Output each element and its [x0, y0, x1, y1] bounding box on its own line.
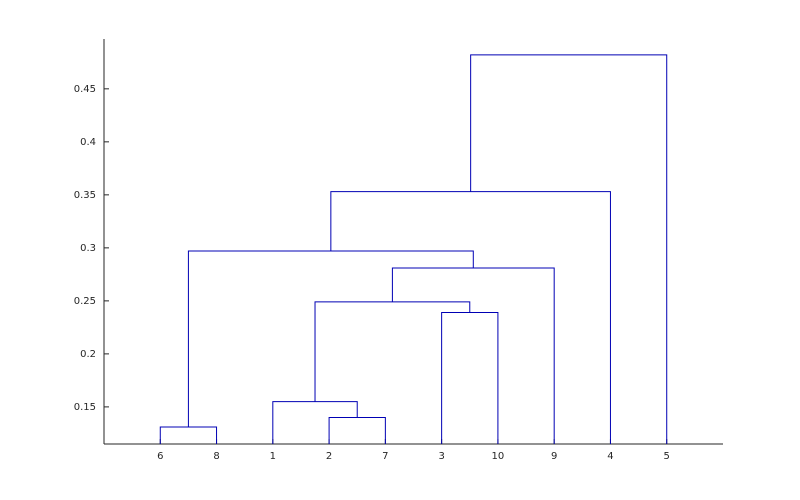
x-tick-label: 2 — [326, 451, 332, 462]
x-tick-label: 4 — [607, 451, 613, 462]
x-tick-label: 6 — [157, 451, 163, 462]
link — [441, 312, 499, 444]
y-tick-label: 0.25 — [74, 296, 96, 307]
link — [330, 191, 611, 444]
link — [328, 416, 386, 444]
y-tick-label: 0.3 — [80, 243, 96, 254]
y-tick-label: 0.45 — [74, 84, 96, 95]
x-tick-label: 9 — [551, 451, 557, 462]
link — [314, 301, 471, 402]
y-tick-label: 0.2 — [80, 349, 96, 360]
link — [187, 250, 474, 428]
x-tick-label: 8 — [213, 451, 219, 462]
y-tick-label: 0.35 — [74, 190, 96, 201]
x-tick-label: 1 — [270, 451, 276, 462]
x-tick-label: 3 — [438, 451, 444, 462]
y-tick-label: 0.4 — [80, 137, 96, 148]
x-tick-label: 10 — [492, 451, 505, 462]
y-tick-label: 0.15 — [74, 402, 96, 413]
link — [470, 54, 668, 444]
x-tick-label: 5 — [664, 451, 670, 462]
link — [159, 426, 218, 444]
link — [272, 401, 358, 444]
link — [391, 267, 555, 444]
x-tick-label: 7 — [382, 451, 388, 462]
